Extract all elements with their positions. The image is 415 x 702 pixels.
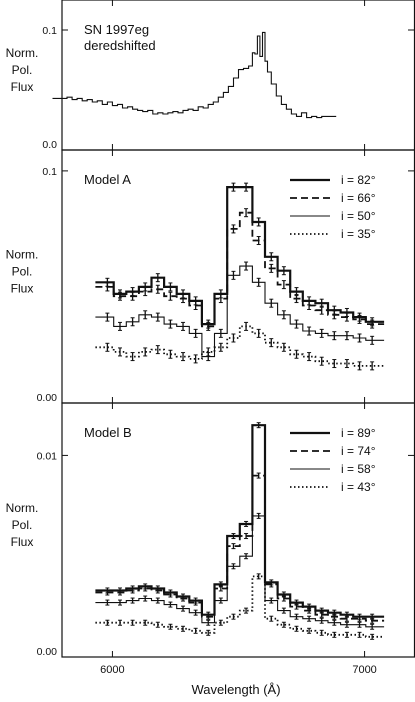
series-line-dotted	[95, 325, 385, 367]
y-axis-label-line: Pol.	[12, 518, 33, 532]
x-tick-label: 6000	[100, 664, 124, 676]
legend-label: i = 66°	[341, 191, 376, 205]
series-line-solid-thin	[95, 265, 385, 358]
legend-label: i = 82°	[341, 173, 376, 187]
y-tick-label: 0.00	[37, 392, 58, 404]
series-line-solid-thin	[95, 515, 385, 628]
y-axis-label-line: Flux	[11, 282, 34, 296]
y-axis-label-line: Norm.	[6, 501, 39, 515]
panel-annotation: Model A	[84, 172, 131, 187]
series-line-solid-thin	[52, 31, 337, 119]
legend-label: i = 50°	[341, 209, 376, 223]
panel-frame	[61, 402, 415, 658]
y-tick-label: 0.00	[37, 646, 58, 658]
y-axis-label-line: Pol.	[12, 63, 33, 77]
x-axis-label: Wavelength (Å)	[191, 682, 280, 697]
y-tick-label: 0.1	[42, 25, 57, 37]
x-tick-label: 7000	[352, 664, 376, 676]
series-line-solid-thick	[95, 186, 385, 326]
y-axis-label-line: Flux	[11, 535, 34, 549]
legend-label: i = 35°	[341, 227, 376, 241]
series-line-dashed	[95, 474, 385, 622]
y-tick-label: 0.1	[42, 166, 57, 178]
y-axis-label-line: Pol.	[12, 265, 33, 279]
panel-annotation: SN 1997eg	[84, 22, 149, 37]
panel-annotation: deredshifted	[84, 38, 156, 53]
legend-label: i = 89°	[341, 426, 376, 440]
legend-label: i = 58°	[341, 462, 376, 476]
legend-label: i = 43°	[341, 480, 376, 494]
panel-annotation: Model B	[84, 425, 132, 440]
series-line-dashed	[95, 211, 385, 328]
y-axis-label-line: Norm.	[6, 248, 39, 262]
y-axis-label-line: Flux	[11, 80, 34, 94]
series-line-dotted	[95, 575, 385, 638]
panel-3: 0.00 0.01 Norm. Pol. Flux Model B i = 89° i = 7…	[6, 402, 415, 676]
y-tick-label: 0.0	[42, 139, 57, 151]
y-tick-label: 0.01	[37, 450, 58, 462]
panel-2: 0.00 0.1 Norm. Pol. Flux Model A i = 82° i = 66…	[6, 149, 415, 404]
y-axis-label-line: Norm.	[6, 46, 39, 60]
legend-label: i = 74°	[341, 444, 376, 458]
